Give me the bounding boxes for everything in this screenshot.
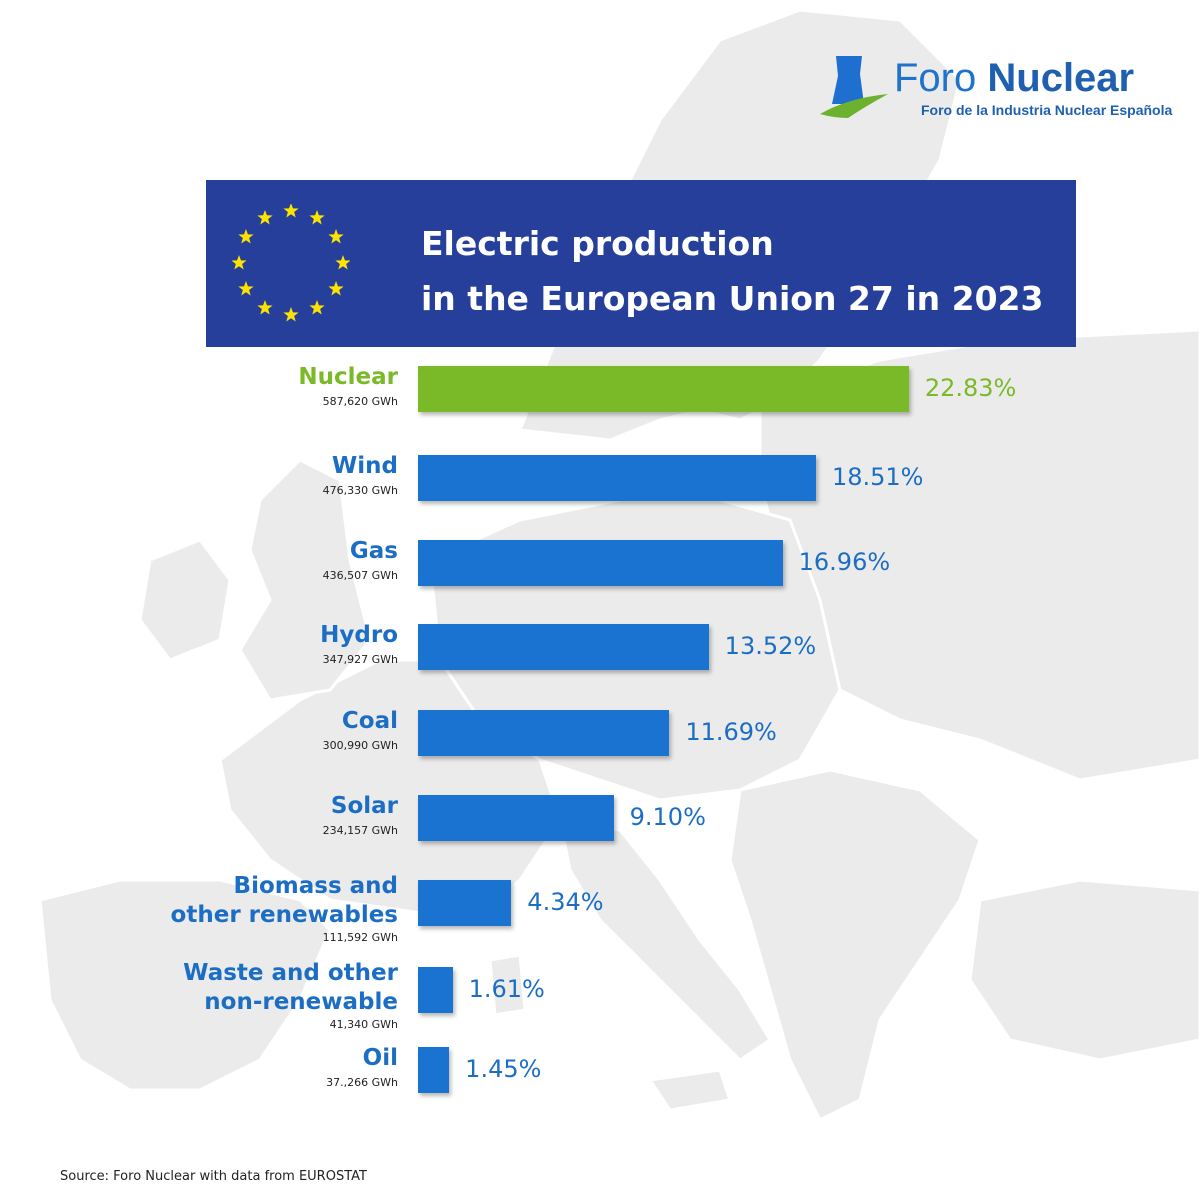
eu-star-icon <box>283 307 299 322</box>
category-label-line: Nuclear <box>298 364 398 390</box>
percent-label: 18.51% <box>831 463 924 491</box>
percent-label: 22.83% <box>924 374 1017 402</box>
category-label: Gas <box>350 537 398 566</box>
category-label: Waste and other non-renewable <box>183 959 398 1017</box>
gwh-label: 347,927 GWh <box>322 653 398 666</box>
gwh-label: 476,330 GWh <box>322 484 398 497</box>
eu-flag-stars-icon <box>232 204 350 322</box>
category-label-line: Coal <box>341 708 398 734</box>
category-label-line: other renewables <box>170 902 398 928</box>
chart-title-line-1: Electric production <box>421 224 774 263</box>
title-banner: Electric production in the European Unio… <box>206 180 1076 347</box>
percent-label: 16.96% <box>798 548 891 576</box>
percent-label: 13.52% <box>724 632 817 660</box>
bar-hydro <box>418 624 709 670</box>
category-label-line: Waste and other <box>183 960 398 986</box>
percent-label: 11.69% <box>685 718 777 746</box>
chart-title: Electric production in the European Unio… <box>421 216 1043 326</box>
category-label: Nuclear <box>298 363 398 392</box>
percent-label: 4.34% <box>527 888 604 916</box>
logo-tagline: Foro de la Industria Nuclear Española <box>921 102 1173 118</box>
category-label: Oil <box>363 1044 398 1073</box>
bar-wind <box>418 455 816 501</box>
category-label-line: Biomass and <box>233 873 398 899</box>
bar-oil <box>418 1047 450 1093</box>
eu-star-icon <box>283 204 299 218</box>
bar-waste-and-other-non-renewable <box>418 967 453 1013</box>
bar-solar <box>418 795 614 841</box>
eu-star-icon <box>309 300 325 315</box>
category-label-line: Hydro <box>320 622 398 648</box>
eu-star-icon <box>232 255 247 270</box>
percent-label: 9.10% <box>629 803 706 831</box>
category-label-line: non-renewable <box>204 989 398 1015</box>
category-label: Hydro <box>320 621 398 650</box>
gwh-label: 234,157 GWh <box>322 824 398 837</box>
eu-star-icon <box>328 229 344 244</box>
bar-gas <box>418 540 783 586</box>
category-label: Solar <box>331 792 398 821</box>
gwh-label: 37.,266 GWh <box>326 1076 398 1089</box>
category-label: Wind <box>332 452 398 481</box>
source-note: Source: Foro Nuclear with data from EURO… <box>60 1169 367 1184</box>
bar-nuclear <box>418 366 909 412</box>
bar-biomass-and-other-renewables <box>418 880 512 926</box>
percent-label: 1.45% <box>465 1055 542 1083</box>
chart-title-line-2: in the European Union 27 in 2023 <box>421 279 1044 318</box>
gwh-label: 436,507 GWh <box>322 569 398 582</box>
category-label-line: Wind <box>331 453 398 479</box>
eu-star-icon <box>257 300 273 315</box>
eu-star-icon <box>309 209 325 225</box>
eu-star-icon <box>238 281 254 296</box>
eu-star-icon <box>238 229 254 244</box>
eu-star-icon <box>335 255 350 270</box>
gwh-label: 41,340 GWh <box>329 1018 398 1031</box>
eu-star-icon <box>257 209 273 225</box>
category-label: Biomass and other renewables <box>171 872 398 930</box>
percent-label: 1.61% <box>468 975 545 1003</box>
category-label: Coal <box>342 707 398 736</box>
category-label-line: Oil <box>362 1045 398 1071</box>
foro-nuclear-logo: Foro Nuclear Foro de la Industria Nuclea… <box>818 54 1172 124</box>
category-label-line: Gas <box>349 538 398 564</box>
logo-wordmark: Foro Nuclear <box>894 56 1135 100</box>
cooling-tower-logo-icon <box>820 56 888 118</box>
category-label-line: Solar <box>330 793 398 819</box>
eu-star-icon <box>328 281 344 296</box>
gwh-label: 587,620 GWh <box>322 395 398 408</box>
gwh-label: 300,990 GWh <box>322 739 398 752</box>
gwh-label: 111,592 GWh <box>322 931 398 944</box>
bar-coal <box>418 710 670 756</box>
